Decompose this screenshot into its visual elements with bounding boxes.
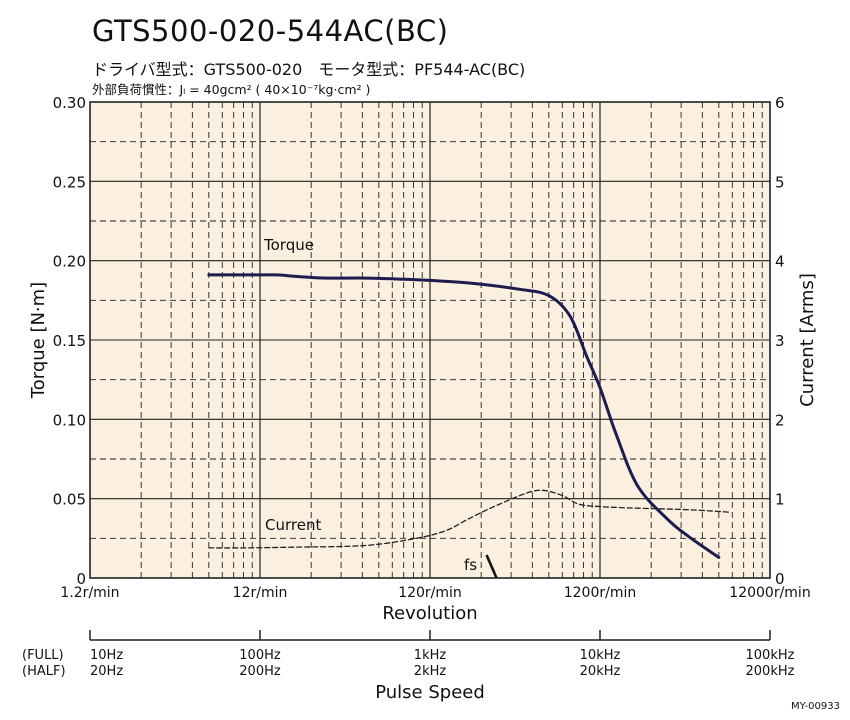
pulse-full-tick-label: 100Hz: [239, 648, 281, 663]
model-info: ドライバ型式：GTS500-020 モータ型式：PF544-AC(BC): [92, 60, 526, 79]
fs-annotation: fs: [464, 556, 477, 574]
x-tick-label: 1200r/min: [564, 585, 637, 601]
pulse-half-tick-label: 200kHz: [746, 664, 795, 679]
y-right-tick-label: 1: [775, 491, 785, 509]
y-right-tick-label: 3: [775, 332, 785, 350]
y-left-tick-label: 0.30: [53, 94, 86, 112]
half-step-label: (HALF): [22, 664, 66, 679]
y-left-tick-label: 0.20: [53, 253, 86, 271]
x-tick-label: 12r/min: [233, 585, 288, 601]
current-annotation: Current: [265, 516, 321, 534]
current-series-line: [208, 489, 731, 549]
chart-title: GTS500-020-544AC(BC): [92, 14, 449, 48]
y-right-tick-label: 6: [775, 94, 785, 112]
y-left-tick-label: 0.05: [53, 491, 86, 509]
series-layer: [207, 273, 731, 579]
y-axis-left-label: Torque [N·m]: [28, 282, 49, 399]
pulse-half-tick-label: 20kHz: [580, 664, 621, 679]
x-axis-ticks: 1.2r/min 12r/min 120r/min 1200r/min 12000r/m…: [60, 585, 810, 601]
pulse-speed-label: Pulse Speed: [375, 682, 485, 703]
fs-marker: [485, 554, 498, 579]
pulse-full-tick-label: 1kHz: [414, 648, 447, 663]
y-right-tick-label: 0: [775, 570, 785, 588]
full-step-label: (FULL): [22, 648, 64, 663]
y-right-tick-label: 4: [775, 253, 785, 271]
y-left-tick-label: 0.10: [53, 411, 86, 429]
y-left-tick-label: 0.25: [53, 173, 86, 191]
y-axis-right-label: Current [Arms]: [797, 273, 818, 407]
pulse-full-tick-label: 10Hz: [90, 648, 123, 663]
plot-frame: [89, 101, 771, 579]
y-right-tick-label: 2: [775, 411, 785, 429]
grid: [90, 102, 770, 578]
y-left-tick-label: 0.15: [53, 332, 86, 350]
torque-annotation: Torque: [263, 236, 314, 254]
load-inertia-info: 外部負荷慣性：Jₗ = 40gcm² ( 40×10⁻⁷kg·cm² ): [92, 82, 371, 97]
x-tick-label: 1.2r/min: [60, 585, 119, 601]
y-axis-left-ticks: 0 0.05 0.10 0.15 0.20 0.25 0.30: [53, 94, 86, 588]
y-left-tick-label: 0: [76, 570, 86, 588]
x-axis-label: Revolution: [382, 603, 477, 624]
pulse-half-tick-label: 20Hz: [90, 664, 123, 679]
pulse-full-tick-label: 100kHz: [746, 648, 795, 663]
y-axis-right-ticks: 0 1 2 3 4 5 6: [775, 94, 785, 588]
torque-series-line: [207, 273, 721, 559]
figure-code: MY-00933: [791, 701, 840, 712]
y-right-tick-label: 5: [775, 173, 785, 191]
pulse-half-tick-label: 200Hz: [239, 664, 281, 679]
pulse-half-tick-label: 2kHz: [414, 664, 447, 679]
axis-labels: 0 0.05 0.10 0.15 0.20 0.25 0.30 0 1 2 3 4 5 6 1.2r/m…: [28, 94, 818, 624]
pulse-full-tick-label: 10kHz: [580, 648, 621, 663]
x-tick-label: 120r/min: [398, 585, 462, 601]
x-tick-label: 12000r/min: [729, 585, 810, 601]
